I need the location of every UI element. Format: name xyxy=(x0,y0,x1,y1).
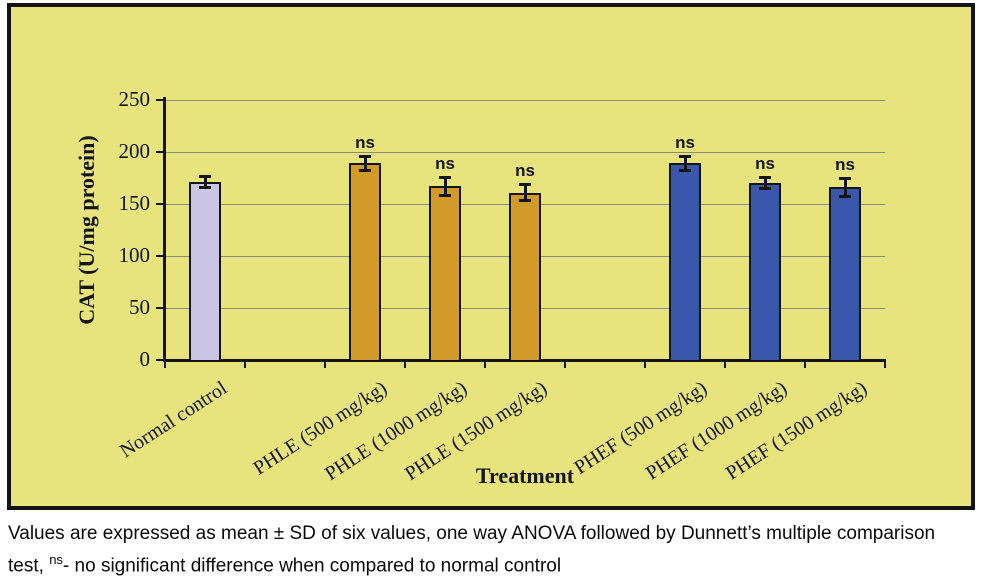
caption-ns-superscript: ns xyxy=(49,552,63,567)
error-bar-cap-bottom xyxy=(439,193,451,197)
significance-label: ns xyxy=(835,155,855,174)
error-bar-cap-top xyxy=(519,183,531,187)
x-axis-tick xyxy=(244,361,246,368)
error-bar-cap-top xyxy=(679,155,691,159)
caption: Values are expressed as mean ± SD of six… xyxy=(8,521,986,579)
bar xyxy=(669,163,701,362)
significance-label: ns xyxy=(515,161,535,181)
gridline xyxy=(165,100,885,101)
x-axis-tick xyxy=(804,361,806,368)
caption-line2-prefix: test, xyxy=(8,555,50,577)
bar xyxy=(349,163,381,362)
y-tick-label: 200 xyxy=(118,139,151,163)
x-axis-tick xyxy=(724,361,726,368)
error-bar xyxy=(523,184,527,201)
error-bar-cap-top xyxy=(759,175,771,179)
error-bar-cap-top xyxy=(839,177,851,180)
significance-label: ns xyxy=(355,133,375,153)
y-tick-label: 0 xyxy=(139,347,151,371)
y-axis-tick xyxy=(156,203,164,205)
significance-label: ns xyxy=(435,153,455,173)
y-axis-title: CAT (U/mg protein) xyxy=(74,135,99,325)
y-tick-label: 150 xyxy=(118,191,151,215)
caption-line2: test, ns- no significant difference when… xyxy=(8,547,986,579)
error-bar xyxy=(363,156,367,171)
bar xyxy=(429,186,461,362)
bar xyxy=(509,192,541,362)
error-bar-cap-bottom xyxy=(839,194,851,198)
error-bar xyxy=(443,176,447,196)
error-bar-cap-bottom xyxy=(199,186,211,190)
significance-label: ns xyxy=(755,153,775,173)
bar xyxy=(829,187,861,362)
x-axis-tick xyxy=(324,361,326,368)
bar xyxy=(749,183,781,362)
y-axis-tick xyxy=(156,307,164,309)
error-bar xyxy=(683,156,687,171)
error-bar-cap-bottom xyxy=(679,168,691,172)
gridline xyxy=(165,152,885,153)
y-axis-line xyxy=(163,97,166,361)
x-axis-tick xyxy=(644,361,646,368)
error-bar-cap-bottom xyxy=(519,198,531,202)
error-bar-cap-top xyxy=(359,155,371,159)
error-bar-cap-bottom xyxy=(359,168,371,172)
error-bar-cap-top xyxy=(439,175,451,179)
x-axis-tick xyxy=(564,361,566,368)
x-axis-tick xyxy=(164,361,166,368)
x-axis-tick xyxy=(884,361,886,368)
y-tick-label: 50 xyxy=(129,295,150,319)
significance-label: ns xyxy=(675,133,695,153)
caption-line1: Values are expressed as mean ± SD of six… xyxy=(8,523,936,544)
x-axis-title: Treatment xyxy=(475,463,575,488)
error-bar xyxy=(203,175,207,189)
x-axis-tick xyxy=(484,361,486,368)
error-bar xyxy=(763,176,767,190)
y-axis-tick xyxy=(156,99,164,101)
error-bar-cap-top xyxy=(199,174,211,178)
error-bar-cap-bottom xyxy=(759,187,771,191)
caption-line2-suffix: - no significant difference when compare… xyxy=(62,555,562,577)
y-axis-tick xyxy=(156,359,164,361)
y-axis-tick xyxy=(156,151,164,153)
error-bar xyxy=(843,178,847,197)
bar xyxy=(189,182,221,362)
y-tick-label: 100 xyxy=(118,243,151,267)
y-tick-label: 250 xyxy=(118,87,151,111)
x-axis-tick xyxy=(404,361,406,368)
y-axis-tick xyxy=(156,255,164,257)
